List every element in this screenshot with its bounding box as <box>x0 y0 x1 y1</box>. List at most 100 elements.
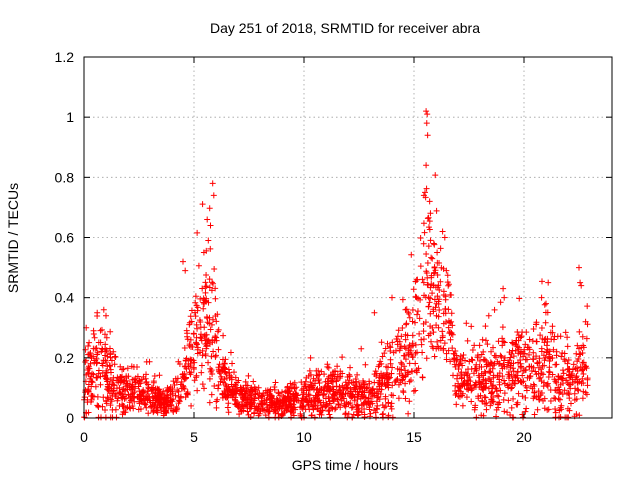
data-point <box>452 382 459 389</box>
data-point <box>495 404 502 411</box>
data-point <box>141 400 148 407</box>
data-point <box>182 267 189 274</box>
data-point <box>468 323 475 330</box>
data-point <box>565 357 572 364</box>
data-point <box>400 387 407 394</box>
data-point <box>159 390 166 397</box>
data-point <box>258 397 265 404</box>
data-point <box>424 260 431 267</box>
data-point <box>492 352 499 359</box>
y-tick-label: 0.6 <box>55 230 75 246</box>
data-point <box>129 376 136 383</box>
data-point <box>463 320 470 327</box>
y-axis: 0 0.2 0.4 0.6 0.8 1 1.2 <box>55 49 612 426</box>
data-point <box>468 387 475 394</box>
data-point <box>334 396 341 403</box>
data-point <box>107 366 114 373</box>
data-point <box>211 265 218 272</box>
data-point <box>493 385 500 392</box>
data-point <box>395 327 402 334</box>
data-point <box>172 392 179 399</box>
data-point <box>284 394 291 401</box>
data-point <box>307 379 314 386</box>
data-point <box>425 243 432 250</box>
data-point <box>465 386 472 393</box>
data-point <box>442 310 449 317</box>
data-point <box>382 383 389 390</box>
y-tick-label: 1.2 <box>55 49 75 65</box>
data-point <box>522 382 529 389</box>
data-point <box>553 348 560 355</box>
data-point <box>474 352 481 359</box>
data-point <box>450 356 457 363</box>
x-tick-label: 0 <box>80 429 88 445</box>
data-point <box>408 352 415 359</box>
data-point <box>109 392 116 399</box>
data-point <box>575 387 582 394</box>
data-point <box>215 346 222 353</box>
data-point <box>116 402 123 409</box>
data-point <box>558 402 565 409</box>
data-point <box>106 345 113 352</box>
data-point <box>151 373 158 380</box>
data-point <box>188 402 195 409</box>
data-point <box>484 341 491 348</box>
data-point <box>445 281 452 288</box>
data-point <box>358 409 365 416</box>
data-point <box>315 397 322 404</box>
data-point <box>390 392 397 399</box>
data-point <box>225 366 232 373</box>
data-point <box>425 224 432 231</box>
data-point <box>538 348 545 355</box>
data-point <box>243 399 250 406</box>
data-point <box>110 348 117 355</box>
data-point <box>567 400 574 407</box>
y-tick-label: 1 <box>66 109 74 125</box>
data-point <box>113 385 120 392</box>
data-point <box>379 401 386 408</box>
data-point <box>482 377 489 384</box>
data-point <box>298 398 305 405</box>
data-point <box>324 384 331 391</box>
data-point <box>476 379 483 386</box>
data-point <box>499 335 506 342</box>
data-point <box>101 352 108 359</box>
data-point <box>412 278 419 285</box>
data-point <box>354 412 361 419</box>
data-point <box>574 342 581 349</box>
data-point <box>290 401 297 408</box>
data-point <box>447 358 454 365</box>
data-point <box>395 395 402 402</box>
data-point <box>183 391 190 398</box>
data-point <box>202 340 209 347</box>
data-point <box>579 333 586 340</box>
data-point <box>479 336 486 343</box>
data-point <box>505 397 512 404</box>
data-point <box>529 356 536 363</box>
data-point <box>194 344 201 351</box>
data-point <box>561 350 568 357</box>
data-point <box>545 406 552 413</box>
data-point <box>406 342 413 349</box>
data-point <box>574 386 581 393</box>
data-point <box>99 403 106 410</box>
data-point <box>526 336 533 343</box>
data-point <box>506 381 513 388</box>
data-point <box>479 397 486 404</box>
data-point <box>352 386 359 393</box>
data-point <box>197 331 204 338</box>
data-point <box>238 407 245 414</box>
data-point <box>193 302 200 309</box>
data-point <box>540 371 547 378</box>
data-point <box>449 345 456 352</box>
data-point <box>469 346 476 353</box>
data-point <box>449 331 456 338</box>
data-point <box>231 369 238 376</box>
data-point <box>311 414 318 421</box>
data-point <box>468 398 475 405</box>
data-point <box>546 364 553 371</box>
data-point <box>209 370 216 377</box>
data-point <box>363 401 370 408</box>
data-point <box>255 384 262 391</box>
data-point <box>326 411 333 418</box>
